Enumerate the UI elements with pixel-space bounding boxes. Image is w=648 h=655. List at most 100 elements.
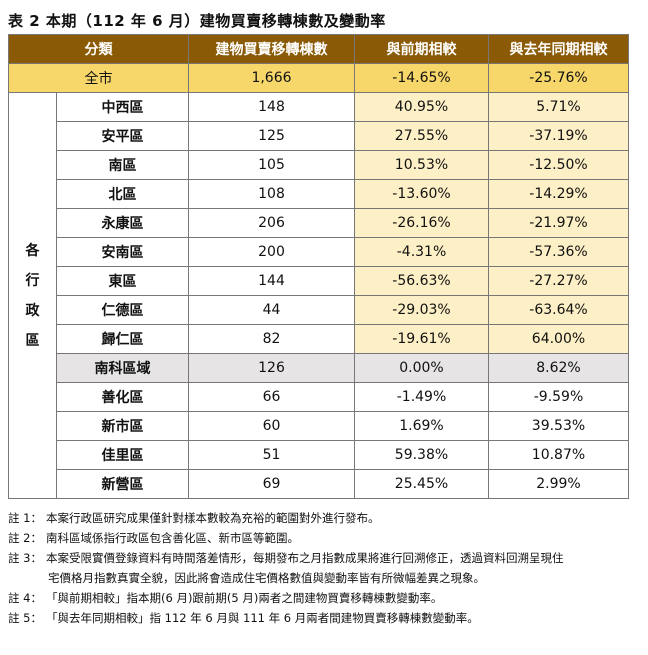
district-count: 200 [188, 237, 355, 267]
total-row: 全市 1,666 -14.65% -25.76% [8, 63, 629, 93]
table-row: 南區 105 10.53% -12.50% [9, 150, 629, 180]
table-row: 仁德區 44 -29.03% -63.64% [9, 295, 629, 325]
district-name: 新市區 [56, 411, 189, 441]
district-prev: -29.03% [354, 295, 489, 325]
district-name: 南區 [56, 150, 189, 180]
district-yoy: -9.59% [488, 382, 629, 412]
table-row: 東區 144 -56.63% -27.27% [9, 266, 629, 296]
district-name: 仁德區 [56, 295, 189, 325]
footnote-label: 註 1： [8, 511, 42, 525]
district-count: 82 [188, 324, 355, 354]
district-yoy: 39.53% [488, 411, 629, 441]
district-yoy: -37.19% [488, 121, 629, 151]
district-count: 105 [188, 150, 355, 180]
total-count: 1,666 [188, 63, 355, 93]
district-count: 125 [188, 121, 355, 151]
table-row: 南科區域 126 0.00% 8.62% [9, 353, 629, 383]
table-row: 各行政區中西區 148 40.95% 5.71% [8, 92, 629, 499]
group-label-char: 區 [25, 332, 40, 349]
table-row: 北區 108 -13.60% -14.29% [9, 179, 629, 209]
district-prev: 10.53% [354, 150, 489, 180]
header-row: 分類 建物買賣移轉棟數 與前期相較 與去年同期相較 [8, 34, 629, 64]
district-prev: -13.60% [354, 179, 489, 209]
district-count: 66 [188, 382, 355, 412]
district-name: 安平區 [56, 121, 189, 151]
district-prev: 1.69% [354, 411, 489, 441]
district-name: 善化區 [56, 382, 189, 412]
table-row: 歸仁區 82 -19.61% 64.00% [9, 324, 629, 354]
total-label: 全市 [8, 63, 189, 93]
footnote-text: 南科區域係指行政區包含善化區、新市區等範圍。 [45, 531, 299, 545]
table-row: 善化區 66 -1.49% -9.59% [9, 382, 629, 412]
district-name: 東區 [56, 266, 189, 296]
header-category: 分類 [8, 34, 189, 64]
footnote-label: 註 5： [8, 611, 42, 625]
district-yoy: 64.00% [488, 324, 629, 354]
group-label: 各行政區 [8, 92, 57, 499]
district-yoy: -63.64% [488, 295, 629, 325]
district-count: 206 [188, 208, 355, 238]
district-prev: 25.45% [354, 469, 489, 499]
table-row: 安平區 125 27.55% -37.19% [9, 121, 629, 151]
district-name: 中西區 [56, 92, 189, 122]
header-prev: 與前期相較 [354, 34, 489, 64]
district-name: 南科區域 [56, 353, 189, 383]
district-prev: 0.00% [354, 353, 489, 383]
transfer-table: 分類 建物買賣移轉棟數 與前期相較 與去年同期相較 全市 1,666 -14.6… [8, 34, 629, 499]
footnote-text: 本案受限實價登錄資料有時間落差情形，每期發布之月指數成果將進行回溯修正，透過資料… [45, 551, 564, 565]
table-title: 表 2 本期（112 年 6 月）建物買賣移轉棟數及變動率 [8, 12, 386, 30]
footnote-label: 註 2： [8, 531, 42, 545]
district-prev: 27.55% [354, 121, 489, 151]
district-prev: 59.38% [354, 440, 489, 470]
table-row: 新營區 69 25.45% 2.99% [9, 469, 629, 499]
district-count: 60 [188, 411, 355, 441]
district-yoy: 10.87% [488, 440, 629, 470]
district-prev: 40.95% [354, 92, 489, 122]
table-row: 安南區 200 -4.31% -57.36% [9, 237, 629, 267]
total-yoy: -25.76% [488, 63, 629, 93]
group-label-char: 政 [25, 302, 40, 319]
district-yoy: -27.27% [488, 266, 629, 296]
notes: 註 1： 本案行政區研究成果僅針對樣本數較為充裕的範圍對外進行發布。註 2： 南科區… [8, 508, 640, 628]
district-name: 歸仁區 [56, 324, 189, 354]
footnote: 宅價格月指數真實全貌，因此將會造成住宅價格數值與變動率皆有所微幅差異之現象。 [8, 568, 640, 588]
group-label-char: 行 [25, 272, 40, 289]
district-name: 北區 [56, 179, 189, 209]
footnote-text: 本案行政區研究成果僅針對樣本數較為充裕的範圍對外進行發布。 [45, 511, 380, 525]
footnote: 註 5： 「與去年同期相較」指 112 年 6 月與 111 年 6 月兩者間建物… [8, 608, 640, 628]
district-count: 69 [188, 469, 355, 499]
district-yoy: -57.36% [488, 237, 629, 267]
district-name: 新營區 [56, 469, 189, 499]
footnote: 註 3： 本案受限實價登錄資料有時間落差情形，每期發布之月指數成果將進行回溯修正，… [8, 548, 640, 568]
district-name: 永康區 [56, 208, 189, 238]
district-count: 51 [188, 440, 355, 470]
footnote: 註 4： 「與前期相較」指本期(6 月)跟前期(5 月)兩者之間建物買賣移轉棟數變… [8, 588, 640, 608]
table-row: 永康區 206 -26.16% -21.97% [9, 208, 629, 238]
district-yoy: 8.62% [488, 353, 629, 383]
footnote: 註 1： 本案行政區研究成果僅針對樣本數較為充裕的範圍對外進行發布。 [8, 508, 640, 528]
district-prev: -26.16% [354, 208, 489, 238]
district-count: 44 [188, 295, 355, 325]
district-count: 148 [188, 92, 355, 122]
district-count: 108 [188, 179, 355, 209]
district-prev: -56.63% [354, 266, 489, 296]
footnote-text: 宅價格月指數真實全貌，因此將會造成住宅價格數值與變動率皆有所微幅差異之現象。 [48, 571, 485, 585]
footnote-text: 「與前期相較」指本期(6 月)跟前期(5 月)兩者之間建物買賣移轉棟數變動率。 [45, 591, 443, 605]
group-label-char: 各 [25, 242, 40, 259]
footnote-label: 註 4： [8, 591, 42, 605]
footnote: 註 2： 南科區域係指行政區包含善化區、新市區等範圍。 [8, 528, 640, 548]
footnote-label: 註 3： [8, 551, 42, 565]
district-yoy: 5.71% [488, 92, 629, 122]
district-prev: -4.31% [354, 237, 489, 267]
district-yoy: 2.99% [488, 469, 629, 499]
district-count: 144 [188, 266, 355, 296]
table-row: 新市區 60 1.69% 39.53% [9, 411, 629, 441]
district-yoy: -12.50% [488, 150, 629, 180]
table-row: 佳里區 51 59.38% 10.87% [9, 440, 629, 470]
district-prev: -1.49% [354, 382, 489, 412]
district-yoy: -14.29% [488, 179, 629, 209]
district-name: 安南區 [56, 237, 189, 267]
district-prev: -19.61% [354, 324, 489, 354]
district-yoy: -21.97% [488, 208, 629, 238]
header-yoy: 與去年同期相較 [488, 34, 629, 64]
